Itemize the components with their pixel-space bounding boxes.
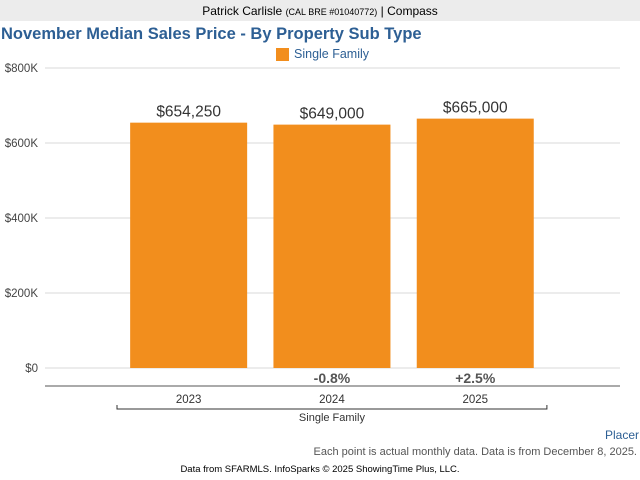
bar-2024[interactable] bbox=[273, 124, 391, 368]
change-label: -0.8% bbox=[314, 370, 351, 386]
group-bracket bbox=[116, 405, 548, 410]
x-tick-label: 2025 bbox=[462, 394, 488, 406]
source-footer: Data from SFARMLS. InfoSparks © 2025 Sho… bbox=[180, 464, 460, 475]
x-tick-label: 2023 bbox=[176, 394, 202, 406]
y-tick-label: $800K bbox=[5, 63, 39, 75]
bar-2025[interactable] bbox=[416, 118, 534, 368]
data-note: Each point is actual monthly data. Data … bbox=[313, 446, 637, 458]
bar-value-label: $665,000 bbox=[443, 100, 508, 117]
placer-link[interactable]: Placer bbox=[604, 428, 639, 442]
agent-header: Patrick Carlisle (CAL BRE #01040772) | C… bbox=[0, 0, 640, 21]
y-tick-label: $200K bbox=[5, 288, 39, 300]
y-tick-label: $400K bbox=[5, 213, 39, 225]
bar-value-label: $649,000 bbox=[300, 106, 365, 123]
agent-license: (CAL BRE #01040772) bbox=[285, 7, 378, 17]
brokerage-name: Compass bbox=[387, 4, 438, 18]
header-separator: | bbox=[380, 4, 384, 18]
bar-2023[interactable] bbox=[130, 122, 248, 368]
legend-label-single-family: Single Family bbox=[294, 47, 370, 61]
group-label: Single Family bbox=[299, 412, 366, 424]
y-tick-label: $0 bbox=[25, 363, 38, 375]
chart-legend[interactable]: Single Family bbox=[276, 46, 369, 62]
chart-title: November Median Sales Price - By Propert… bbox=[1, 25, 422, 43]
bar-value-label: $654,250 bbox=[156, 104, 221, 121]
agent-name: Patrick Carlisle bbox=[202, 4, 283, 18]
y-tick-label: $600K bbox=[5, 138, 39, 150]
legend-swatch-single-family bbox=[276, 47, 289, 61]
change-label: +2.5% bbox=[455, 370, 496, 386]
x-tick-label: 2024 bbox=[319, 394, 345, 406]
